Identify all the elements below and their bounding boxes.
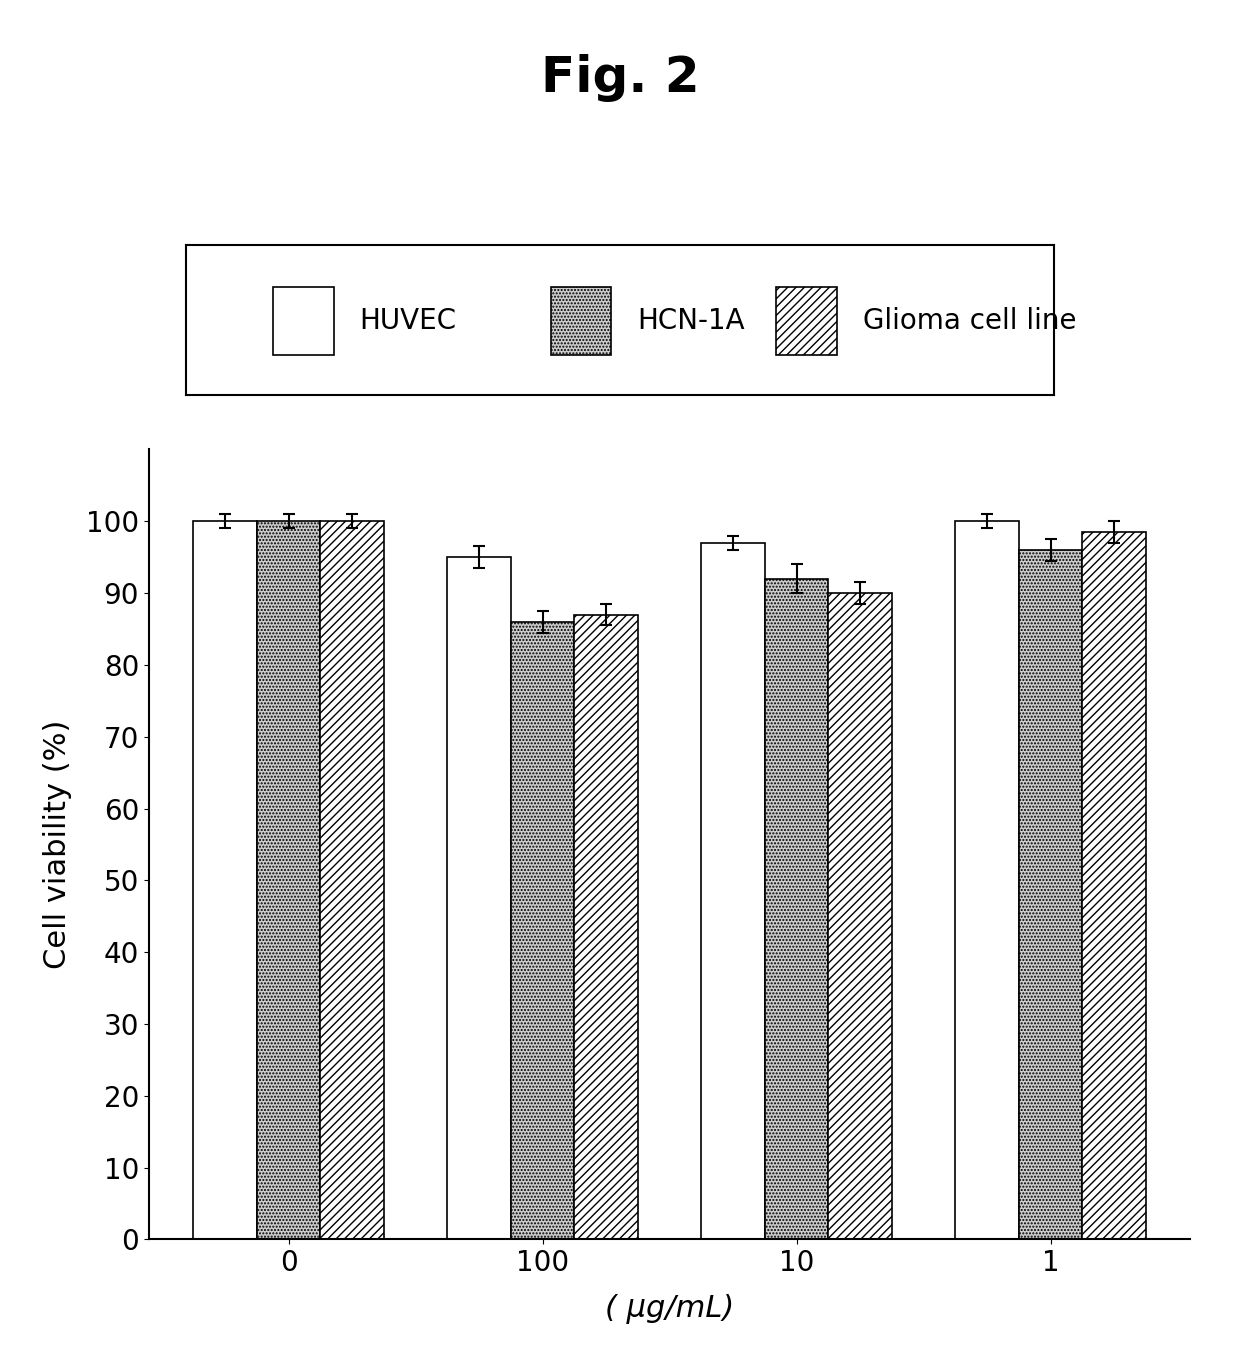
Text: Glioma cell line: Glioma cell line xyxy=(863,306,1076,335)
Bar xyxy=(257,522,320,1239)
Bar xyxy=(702,543,765,1239)
Bar xyxy=(448,557,511,1239)
FancyBboxPatch shape xyxy=(776,287,837,354)
Bar xyxy=(574,614,637,1239)
Y-axis label: Cell viability (%): Cell viability (%) xyxy=(43,719,72,970)
Bar xyxy=(828,592,892,1239)
Text: Fig. 2: Fig. 2 xyxy=(541,54,699,102)
FancyBboxPatch shape xyxy=(273,287,334,354)
X-axis label: ( μg/mL): ( μg/mL) xyxy=(605,1294,734,1324)
Bar xyxy=(955,522,1019,1239)
Bar xyxy=(765,579,828,1239)
Bar xyxy=(193,522,257,1239)
Bar xyxy=(320,522,384,1239)
Bar xyxy=(511,622,574,1239)
Bar xyxy=(1083,533,1146,1239)
Bar xyxy=(1019,550,1083,1239)
Text: HCN-1A: HCN-1A xyxy=(637,306,745,335)
FancyBboxPatch shape xyxy=(551,287,611,354)
Text: HUVEC: HUVEC xyxy=(360,306,456,335)
